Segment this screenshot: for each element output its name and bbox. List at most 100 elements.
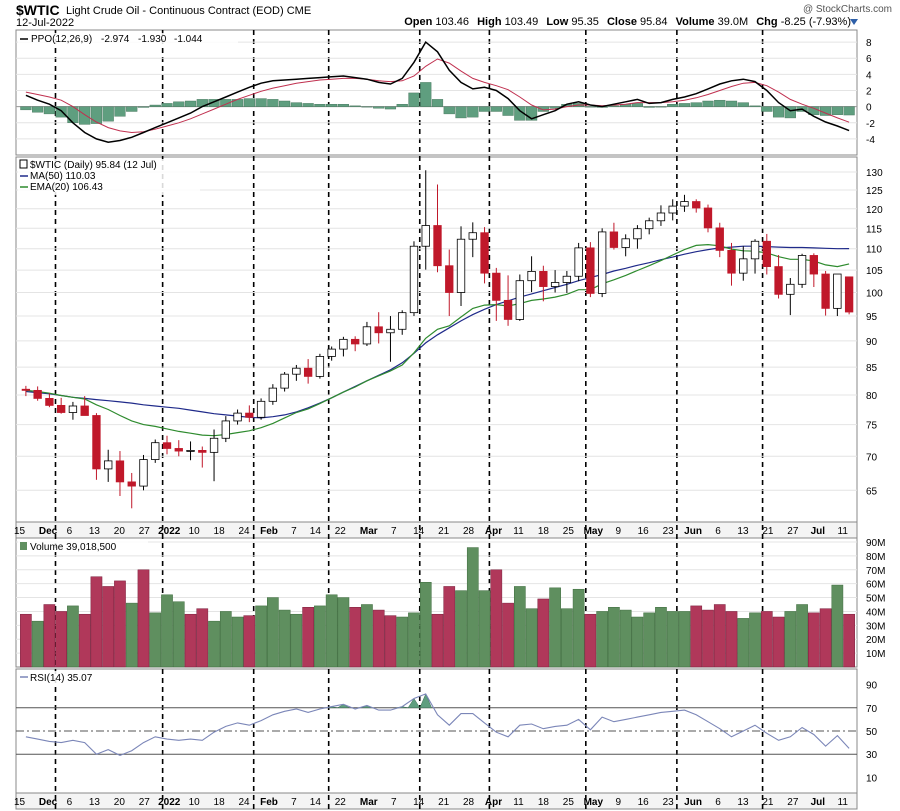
volume-legend-label: Volume 39,018,500: [30, 542, 117, 553]
volume-bar: [208, 620, 220, 668]
date-label-bottom: Jun: [684, 797, 702, 808]
date-label-top: 23: [663, 526, 675, 537]
volume-bar: [608, 607, 620, 668]
ppo-histogram-bar: [831, 106, 843, 115]
ppo-histogram-bar: [631, 103, 644, 107]
date-label-top: 14: [310, 526, 322, 537]
volume-bar: [443, 586, 456, 668]
rsi-legend-bg: [18, 671, 118, 683]
price-tick-label: 75: [866, 421, 878, 432]
date-label-top: 13: [89, 526, 101, 537]
volume-value: 39.0M: [717, 16, 749, 28]
volume-bar: [584, 613, 597, 668]
high-label: High: [477, 16, 502, 28]
date-label-bottom: 27: [139, 797, 151, 808]
date-label-top: 11: [838, 526, 849, 537]
candle-body: [45, 398, 54, 406]
price-tick-label: 90: [866, 337, 878, 348]
date-label-top: 18: [538, 526, 550, 537]
candle-body: [797, 255, 807, 285]
candle-body: [362, 326, 372, 345]
ppo-tick-label: 0: [866, 103, 872, 114]
price-legend-swatch: [19, 159, 28, 169]
date-label-top: 15: [14, 526, 26, 537]
volume-bar: [678, 611, 691, 668]
date-label-bottom: 6: [67, 797, 73, 808]
volume-bar: [325, 594, 338, 668]
date-label-bottom: 18: [214, 797, 226, 808]
ppo-histogram-bar: [220, 99, 232, 107]
candle-body: [56, 405, 66, 413]
candle-body: [468, 232, 477, 240]
ppo-histogram-bar: [267, 99, 279, 107]
ppo-legend-name: PPO(12,26,9): [31, 34, 92, 45]
date-label-bottom: 20: [114, 797, 126, 808]
candle-body: [433, 225, 442, 267]
ppo-legend-signal: -1.930: [138, 34, 167, 45]
candle-body: [668, 205, 677, 214]
date-label-top: Apr: [485, 526, 502, 537]
volume-tick-label: 80M: [866, 552, 885, 563]
candle-body: [421, 225, 430, 247]
ppo-histogram-bar: [32, 106, 44, 113]
date-label-bottom: May: [584, 797, 604, 808]
volume-bar: [384, 615, 397, 668]
date-label-bottom: Jul: [811, 797, 826, 808]
chg-value: -8.25 (-7.93%): [780, 16, 851, 28]
rsi-tick-label: 10: [866, 773, 878, 784]
candle-body: [386, 328, 395, 334]
dropdown-caret-icon[interactable]: [850, 19, 858, 25]
ppo-histogram-bar: [678, 103, 691, 107]
ppo-histogram-bar: [137, 106, 150, 108]
candle-body: [821, 273, 830, 309]
date-label-bottom: 13: [737, 797, 749, 808]
date-label-top: Feb: [260, 526, 278, 537]
candle-body: [115, 460, 125, 483]
candle-body: [374, 326, 383, 334]
candle-body: [68, 405, 78, 413]
date-label-top: 21: [762, 526, 774, 537]
volume-bar: [737, 618, 750, 668]
open-label: Open: [404, 16, 433, 28]
ppo-histogram-bar: [20, 106, 32, 111]
candle-body: [609, 231, 619, 248]
ppo-histogram-bar: [114, 106, 126, 117]
date-label-bottom: 11: [513, 797, 524, 808]
candle-body: [703, 207, 713, 229]
ppo-histogram-bar: [784, 106, 796, 119]
date-label-bottom: Feb: [260, 797, 278, 808]
volume-bar: [490, 569, 503, 668]
volume-tick-label: 30M: [866, 621, 885, 632]
ppo-histogram-bar: [843, 106, 855, 116]
date-label-top: 10: [189, 526, 201, 537]
volume-bar: [55, 611, 67, 668]
volume-bar: [114, 580, 126, 668]
volume-bar: [219, 611, 232, 668]
candle-body: [574, 247, 583, 277]
date-label-bottom: 27: [787, 797, 799, 808]
ppo-tick-label: 2: [866, 87, 872, 98]
price-tick-label: 80: [866, 391, 878, 402]
volume-bar: [831, 584, 844, 668]
date-label-top: 9: [615, 526, 621, 537]
candle-body: [503, 299, 513, 320]
ppo-tick-label: 8: [866, 38, 872, 49]
volume-bar: [784, 611, 797, 668]
candle-body: [539, 270, 548, 287]
volume-bar: [572, 588, 585, 668]
ppo-histogram-bar: [102, 106, 114, 122]
volume-bar: [760, 611, 773, 668]
chart-date: 12-Jul-2022: [16, 17, 75, 29]
rsi-tick-label: 50: [866, 727, 878, 738]
ppo-tick-label: 4: [866, 70, 872, 81]
ppo-histogram-bar: [55, 106, 67, 118]
volume-bar: [90, 576, 103, 668]
date-label-bottom: 9: [615, 797, 621, 808]
date-axis-strip-top: [15, 521, 858, 539]
date-label-bottom: 2022: [158, 797, 181, 808]
volume-bar: [596, 611, 608, 668]
ppo-histogram-bar: [643, 106, 655, 108]
candle-body: [92, 415, 101, 470]
rsi-tick-label: 90: [866, 681, 878, 692]
price-legend-name: $WTIC (Daily) 95.84 (12 Jul): [30, 160, 157, 171]
